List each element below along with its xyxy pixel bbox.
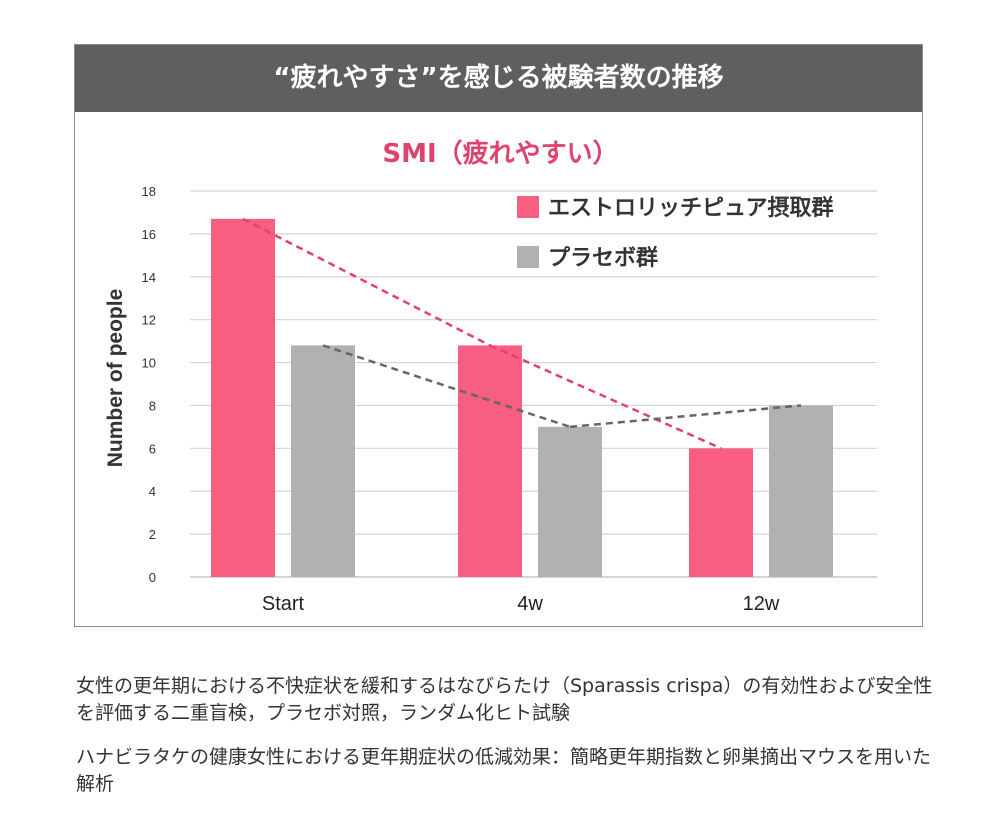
y-tick-label: 2 [149,527,156,542]
y-tick-label: 14 [142,270,156,285]
y-tick-label: 6 [149,441,156,456]
y-tick-label: 10 [142,356,156,371]
legend-label: エストロリッチピュア摂取群 [548,195,834,221]
legend-swatch [517,246,539,268]
x-tick-label: Start [262,593,305,615]
bar-treatment [458,345,522,577]
chart-header-title: “疲れやすさ”を感じる被験者数の推移 [75,45,922,112]
bar-treatment [211,218,275,577]
y-axis-label: Number of people [104,289,127,468]
trend-line-treatment [489,344,722,450]
reference-note-2: ハナビラタケの健康女性における更年期症状の低減効果：簡略更年期指数と卵巣摘出マウ… [76,746,932,795]
y-tick-label: 18 [142,184,156,199]
bar-treatment [689,448,753,577]
y-tick-label: 4 [149,484,156,499]
bar-chart: 0 2 4 6 8 10 12 14 16 18 Number of people Start 4w 12… [104,184,877,615]
y-tick-label: 12 [142,313,156,328]
bar-placebo [769,405,833,577]
chart-title: SMI（疲れやすい） [382,139,619,169]
y-tick-label: 0 [149,570,156,585]
trend-line-treatment [242,217,491,347]
bar-placebo [291,345,355,577]
x-tick-label: 4w [517,593,543,615]
legend-swatch [517,196,539,218]
y-tick-label: 16 [142,227,156,242]
x-tick-label: 12w [743,593,780,615]
chart-frame: “疲れやすさ”を感じる被験者数の推移 [74,44,923,627]
bar-placebo [538,426,602,577]
trend-line-placebo [322,344,571,429]
legend-label: プラセボ群 [548,245,658,271]
y-tick-label: 8 [149,398,156,413]
reference-note-1: 女性の更年期における不快症状を緩和するはなびらたけ（Sparassis cris… [76,675,933,724]
trend-line-placebo [569,404,802,429]
